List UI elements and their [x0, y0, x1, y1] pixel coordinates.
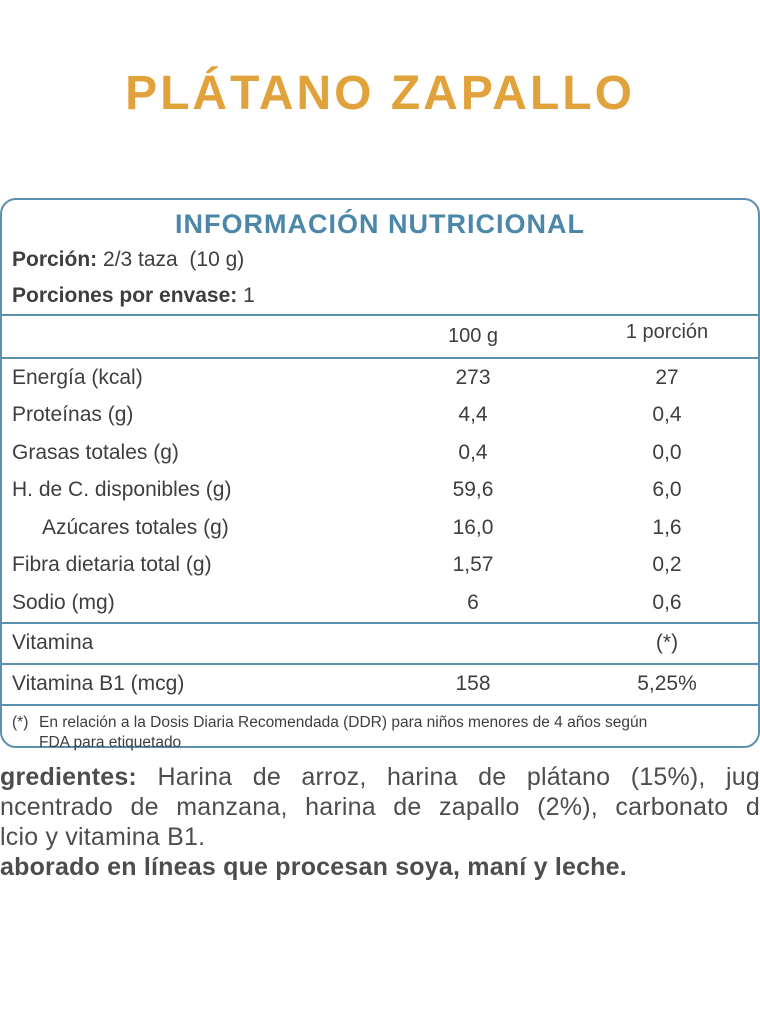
value-per-portion: 5,25%	[637, 672, 697, 695]
divider	[2, 357, 758, 359]
serving-size-line: Porción: 2/3 taza (10 g)	[12, 242, 758, 278]
ingredients-line-1: gredientes: Harina de arroz, harina de p…	[0, 762, 760, 792]
serving-size-value: 2/3 taza (10 g)	[103, 248, 245, 271]
footnote-text: En relación a la Dosis Diaria Recomendad…	[39, 713, 647, 753]
table-row-vitamina-b1: Vitamina B1 (mcg) 158 5,25%	[2, 665, 758, 704]
footnote: (*) En relación a la Dosis Diaria Recome…	[2, 706, 758, 753]
nutrient-name: Proteínas (g)	[12, 403, 134, 427]
serving-info: Porción: 2/3 taza (10 g) Porciones por e…	[2, 240, 758, 314]
value-per-100g: 59,6	[452, 478, 494, 502]
ingredients-label: gredientes:	[0, 763, 137, 791]
footnote-line-2: FDA para etiquetado	[39, 733, 182, 751]
table-row-energia: Energía (kcal) 273 27	[2, 359, 758, 397]
table-row-azucares: Azúcares totales (g) 16,0 1,6	[2, 509, 758, 547]
table-header-row: 100 g 1 porción	[2, 316, 758, 357]
column-header-portion: 1 porción	[625, 321, 709, 343]
value-per-portion: 0,6	[652, 590, 682, 614]
ingredients-line-1-text: Harina de arroz, harina de plátano (15%)…	[157, 763, 760, 791]
footnote-line-1: En relación a la Dosis Diaria Recomendad…	[39, 713, 648, 731]
allergen-statement: aborado en líneas que procesan soya, man…	[0, 853, 627, 881]
table-row-sodio: Sodio (mg) 6 0,6	[2, 584, 758, 622]
divider	[2, 621, 758, 624]
table-row-vitamina-header: Vitamina (*)	[2, 624, 758, 663]
servings-per-pack-line: Porciones por envase: 1	[12, 278, 758, 314]
divider	[2, 703, 758, 706]
ingredients-line-3: lcio y vitamina B1.	[0, 823, 206, 851]
value-per-100g: 0,4	[458, 440, 488, 464]
table-row-carbohidratos: H. de C. disponibles (g) 59,6 6,0	[2, 472, 758, 510]
nutrient-name: Grasas totales (g)	[12, 440, 179, 464]
value-per-100g: 273	[455, 365, 491, 389]
table-row-grasas: Grasas totales (g) 0,4 0,0	[2, 434, 758, 472]
nutrient-name: Fibra dietaria total (g)	[12, 553, 212, 577]
value-per-portion: 6,0	[652, 478, 682, 502]
value-per-portion: 0,0	[652, 440, 682, 464]
table-row-fibra: Fibra dietaria total (g) 1,57 0,2	[2, 547, 758, 585]
divider	[2, 662, 758, 665]
value-per-portion: 0,2	[652, 553, 682, 577]
nutrient-name: Sodio (mg)	[12, 590, 115, 614]
value-per-portion: 27	[655, 365, 679, 389]
nutrient-name: Vitamina	[12, 631, 94, 654]
footnote-mark: (*)	[12, 713, 29, 731]
ingredients-line-2: ncentrado de manzana, harina de zapallo …	[0, 793, 760, 821]
nutrient-name: Vitamina B1 (mcg)	[12, 672, 185, 695]
panel-heading: INFORMACIÓN NUTRICIONAL	[175, 209, 585, 239]
nutrient-name: H. de C. disponibles (g)	[12, 478, 232, 502]
value-per-portion: 0,4	[652, 403, 682, 427]
value-per-portion: 1,6	[652, 515, 682, 539]
page-title: PLÁTANO ZAPALLO	[125, 67, 635, 120]
servings-per-pack-label: Porciones por envase:	[12, 284, 238, 307]
ingredients-section: gredientes: Harina de arroz, harina de p…	[0, 762, 760, 882]
value-per-100g: 16,0	[452, 515, 494, 539]
servings-per-pack-value: 1	[243, 284, 255, 307]
table-row-proteinas: Proteínas (g) 4,4 0,4	[2, 397, 758, 435]
footnote-mark-reference: (*)	[655, 631, 679, 654]
nutrition-facts-panel: INFORMACIÓN NUTRICIONAL Porción: 2/3 taz…	[0, 198, 760, 751]
divider	[2, 314, 758, 316]
column-header-100g: 100 g	[447, 325, 499, 347]
nutrient-name: Azúcares totales (g)	[42, 515, 229, 539]
value-per-100g: 6	[467, 590, 479, 614]
value-per-100g: 158	[455, 672, 491, 695]
value-per-100g: 4,4	[458, 403, 488, 427]
nutrient-name: Energía (kcal)	[12, 365, 143, 389]
value-per-100g: 1,57	[452, 553, 494, 577]
serving-size-label: Porción:	[12, 248, 98, 271]
